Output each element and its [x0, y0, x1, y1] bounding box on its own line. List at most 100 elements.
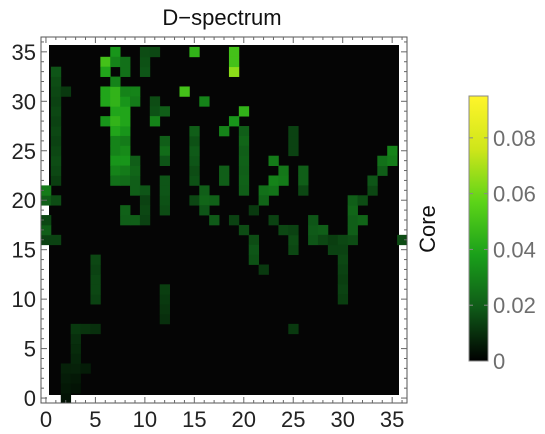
heatmap-cell [110, 86, 121, 97]
heatmap-cell [278, 165, 289, 176]
heatmap-cell [317, 224, 329, 236]
x-tick-label: 25 [281, 407, 305, 432]
heatmap-cell [337, 264, 349, 275]
heatmap-cell [248, 205, 260, 216]
heatmap-cell [199, 205, 210, 216]
heatmap-cell [159, 135, 170, 147]
heatmap-cell [248, 254, 260, 265]
heatmap-cell [238, 165, 250, 176]
heatmap-cell [268, 215, 279, 226]
colorbar-axis: 0 0.02 0.04 0.06 0.08 [469, 126, 536, 374]
heatmap-cell [337, 294, 349, 305]
heatmap-cell [248, 234, 260, 246]
heatmap-cell [60, 383, 72, 394]
heatmap-cell [41, 224, 52, 236]
heatmap-cell [120, 145, 131, 157]
heatmap-cell [327, 244, 339, 256]
heatmap-cell [110, 175, 121, 186]
heatmap-cell [268, 175, 279, 186]
heatmap-cell [120, 126, 131, 137]
heatmap-cell [209, 215, 220, 226]
heatmap-cell [298, 185, 309, 196]
heatmap-cell [189, 155, 200, 166]
heatmap-cell [110, 96, 121, 107]
heatmap-cell [90, 254, 101, 265]
chart-title: D−spectrum [162, 5, 281, 30]
heatmap-cell [288, 224, 299, 236]
heatmap-cell [268, 155, 279, 166]
colorbar-tick-label: 0.04 [493, 237, 536, 262]
heatmap-cell [130, 215, 141, 226]
x-tick-label: 20 [232, 407, 256, 432]
heatmap-cell [149, 96, 161, 107]
heatmap-cell [50, 155, 62, 166]
heatmap-cell [120, 205, 131, 216]
heatmap-cell [199, 96, 210, 107]
heatmap-cell [159, 284, 170, 295]
heatmap-cell [189, 175, 200, 186]
heatmap-cell [130, 86, 141, 97]
heatmap-cell [130, 155, 141, 166]
heatmap-cell [288, 323, 299, 335]
heatmap-cell [90, 274, 101, 285]
heatmap-cell [120, 56, 131, 68]
heatmap-cell [308, 215, 319, 226]
heatmap-cell [110, 126, 121, 137]
heatmap-cell [70, 333, 81, 345]
heatmap-cell [149, 106, 161, 117]
heatmap-cell [347, 234, 358, 246]
heatmap-cell [70, 323, 81, 335]
y-tick-label: 35 [12, 40, 36, 65]
heatmap-cell [139, 56, 151, 68]
heatmap-cell [110, 106, 121, 117]
heatmap-cell [60, 373, 72, 384]
colorbar-tick-label: 0 [493, 349, 505, 374]
heatmap-cell [50, 106, 62, 117]
heatmap-cell [238, 224, 250, 236]
heatmap-cell [100, 86, 111, 97]
heatmap-cell [238, 106, 250, 117]
heatmap-cell [189, 195, 200, 206]
heatmap-cell [139, 46, 151, 58]
heatmap-cell [357, 195, 368, 206]
heatmap-cell [337, 254, 349, 265]
heatmap-cell [159, 185, 170, 196]
heatmap-cell [120, 135, 131, 147]
heatmap-cell [90, 264, 101, 275]
x-axis: 0 5 10 15 20 25 30 35 [40, 37, 404, 432]
colorbar [468, 95, 489, 362]
heatmap-cell [189, 126, 200, 137]
heatmap-cell [347, 195, 358, 206]
heatmap-cell [288, 234, 299, 246]
heatmap-cell [110, 76, 121, 87]
heatmap-cell [248, 244, 260, 256]
heatmap-cell [41, 215, 52, 226]
heatmap-cell [159, 155, 170, 166]
heatmap-cell [288, 244, 299, 256]
heatmap-cell [70, 353, 81, 364]
heatmap-cell [70, 363, 81, 374]
heatmap-cell [130, 175, 141, 186]
heatmap-cell [367, 185, 378, 196]
colorbar-tick-label: 0.06 [493, 182, 536, 207]
heatmap-cell [50, 175, 62, 186]
heatmap-cell [149, 116, 161, 127]
heatmap-cell [258, 264, 269, 275]
heatmap-cell [337, 234, 349, 246]
heatmap-cell [50, 126, 62, 137]
heatmap-cell [90, 294, 101, 305]
x-tick-label: 0 [40, 407, 52, 432]
heatmap-cell [189, 145, 200, 157]
y-tick-label: 20 [12, 188, 36, 213]
heatmap-cell [367, 175, 378, 186]
heatmap-cell [228, 46, 240, 58]
heatmap-cell [50, 116, 62, 127]
heatmap-cell [110, 56, 121, 68]
y-tick-label: 5 [24, 337, 36, 362]
heatmap-cell [387, 155, 398, 166]
heatmap-cell [50, 145, 62, 157]
heatmap-cell [377, 165, 388, 176]
heatmap-cell [120, 116, 131, 127]
y-tick-label: 15 [12, 238, 36, 263]
